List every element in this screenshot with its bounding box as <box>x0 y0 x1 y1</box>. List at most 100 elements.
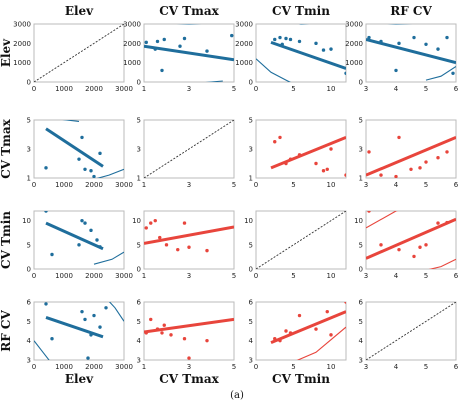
regression-line <box>45 127 104 168</box>
panel-cv-tmin-vs-cv-tmax: 1 3 5 0 5 10 <box>132 210 236 280</box>
y-tick-label: 4 <box>137 337 142 345</box>
y-tick-label: 4 <box>359 337 364 345</box>
x-tick-label: 5 <box>291 181 295 189</box>
confidence-band-upper <box>387 24 413 25</box>
data-point <box>424 243 428 247</box>
data-point <box>92 174 96 178</box>
x-tick-label: 10 <box>327 85 336 93</box>
y-tick-label: 3 <box>27 357 31 365</box>
y-tick-label: 0 <box>27 266 31 274</box>
data-point <box>104 306 108 310</box>
y-tick-label: 5 <box>249 318 253 326</box>
regression-line <box>45 221 104 251</box>
data-point <box>451 207 454 210</box>
y-tick-label: 0 <box>359 266 363 274</box>
panel-frame <box>365 23 457 83</box>
y-tick-label: 3 <box>249 357 253 365</box>
data-point <box>149 221 153 225</box>
x-tick-label: 6 <box>454 272 459 280</box>
data-point <box>325 167 329 171</box>
bottom-label-elev: Elev <box>65 372 94 386</box>
panel-elev-vs-cv-tmax: 1 3 5 0 1000 2000 3000 <box>123 21 236 94</box>
data-point <box>187 245 191 249</box>
data-point <box>280 42 284 46</box>
y-tick-label: 0 <box>359 79 363 87</box>
data-point <box>436 47 440 51</box>
x-tick-label: 3000 <box>115 181 133 189</box>
x-tick-label: 1000 <box>55 85 73 93</box>
y-tick-label: 3 <box>27 146 31 154</box>
panel-cv-tmin-vs-cv-tmin: 0 5 10 0 5 10 <box>244 210 347 280</box>
confidence-band-upper <box>301 294 346 300</box>
data-point <box>98 245 102 249</box>
x-tick-label: 5 <box>232 85 236 93</box>
confidence-band-lower <box>428 258 456 269</box>
data-point <box>329 47 333 51</box>
x-tick-label: 2000 <box>85 272 103 280</box>
panel-cv-tmax-vs-elev: 0 1000 2000 3000 1 3 5 <box>27 117 133 190</box>
confidence-band-lower <box>256 58 291 82</box>
y-tick-label: 5 <box>249 117 253 125</box>
data-point <box>418 166 422 170</box>
y-tick-label: 2000 <box>123 40 141 48</box>
data-point <box>329 147 333 151</box>
x-tick-label: 0 <box>32 363 36 371</box>
regression-line <box>270 310 346 344</box>
y-tick-label: 1000 <box>13 59 31 67</box>
data-point <box>314 41 318 46</box>
panel-cv-tmax-vs-cv-tmax: 1 3 5 1 3 5 <box>137 117 237 190</box>
confidence-band-upper <box>34 201 58 208</box>
y-tick-label: 5 <box>249 241 253 249</box>
y-tick-label: 2000 <box>345 40 363 48</box>
y-tick-label: 0 <box>249 266 253 274</box>
data-point <box>160 68 164 73</box>
data-point <box>230 33 234 38</box>
y-tick-label: 3000 <box>235 21 253 29</box>
data-point <box>155 327 160 331</box>
data-point <box>397 135 401 140</box>
data-point <box>144 40 148 45</box>
data-point <box>187 356 191 360</box>
data-point <box>89 228 93 233</box>
x-tick-label: 0 <box>254 85 258 93</box>
data-point <box>394 174 398 178</box>
y-tick-label: 3000 <box>345 21 363 29</box>
x-tick-label: 3 <box>364 272 368 280</box>
x-tick-label: 0 <box>254 181 258 189</box>
data-point <box>162 37 166 42</box>
data-point <box>297 153 302 157</box>
y-tick-label: 1 <box>249 175 253 183</box>
x-tick-label: 3 <box>364 181 368 189</box>
data-point <box>397 247 401 252</box>
data-point <box>205 338 209 343</box>
y-tick-label: 1 <box>137 175 141 183</box>
regression-line <box>144 317 234 334</box>
y-tick-label: 6 <box>359 299 364 307</box>
data-point <box>436 156 440 160</box>
confidence-band-lower <box>34 340 50 360</box>
confidence-band-upper <box>366 211 398 229</box>
x-tick-label: 5 <box>232 272 236 280</box>
column-header-elev: Elev <box>65 4 94 18</box>
data-point <box>278 135 282 140</box>
confidence-band-upper <box>62 120 80 122</box>
data-point <box>325 309 329 314</box>
panel-cv-tmin-vs-rf-cv: 3 4 5 6 0 5 10 <box>354 207 459 280</box>
y-tick-label: 3 <box>137 146 141 154</box>
y-tick-label: 0 <box>137 79 141 87</box>
y-tick-label: 5 <box>359 241 363 249</box>
identity-line <box>256 211 346 269</box>
x-tick-label: 3 <box>187 272 191 280</box>
y-tick-label: 4 <box>27 337 32 345</box>
data-point <box>367 35 371 40</box>
data-point <box>278 338 282 343</box>
data-point <box>98 151 102 156</box>
x-tick-label: 5 <box>291 272 295 280</box>
y-tick-label: 2000 <box>235 40 253 48</box>
y-tick-label: 0 <box>137 266 141 274</box>
y-tick-label: 0 <box>27 79 31 87</box>
data-point <box>314 327 318 331</box>
data-point <box>149 317 153 322</box>
y-tick-label: 5 <box>27 241 31 249</box>
